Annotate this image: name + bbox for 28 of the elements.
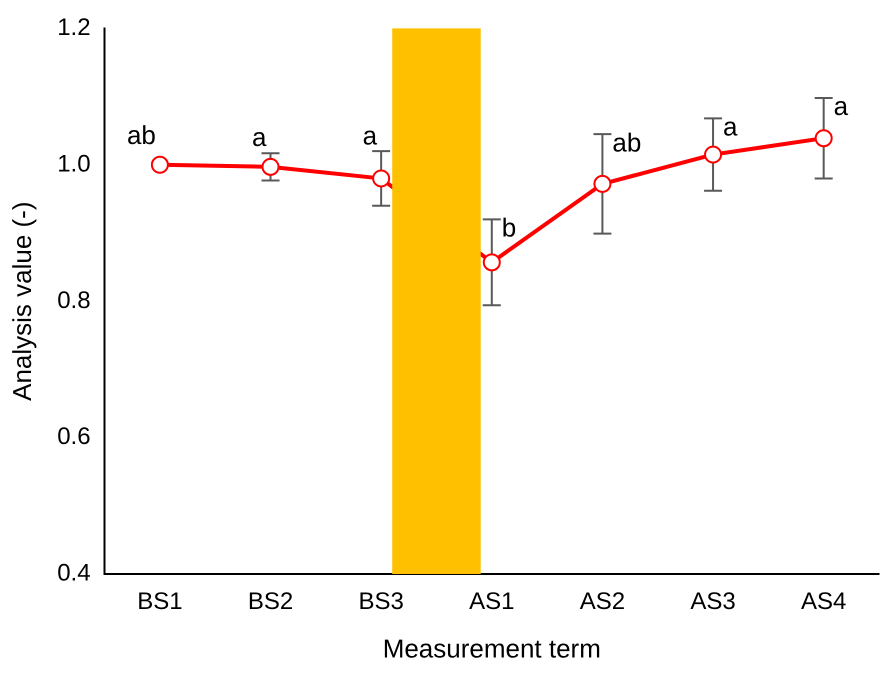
x-axis-title: Measurement term: [382, 634, 601, 664]
annotation: ab: [126, 120, 156, 150]
annotation: a: [723, 112, 738, 142]
annotation: a: [362, 120, 378, 150]
y-axis-title: Analysis value (-): [6, 201, 37, 401]
y-tick-label: 1.2: [57, 14, 91, 42]
y-tick-label: 0.6: [57, 423, 91, 450]
point: [262, 158, 280, 176]
annotation: a: [252, 122, 268, 152]
point: [593, 174, 612, 193]
x-tick-label: AS3: [690, 588, 736, 616]
annotation: a: [834, 91, 849, 122]
annotation: ab: [612, 127, 642, 158]
x-tick-label: BS1: [137, 588, 183, 616]
y-tick-label: 1.0: [57, 150, 91, 178]
y-tick-label: 0.4: [57, 560, 91, 587]
y-tick-label: 0.8: [57, 286, 91, 314]
x-tick-label: BS2: [248, 588, 294, 616]
x-tick-label: AS1: [469, 588, 514, 616]
point: [482, 253, 501, 272]
point: [704, 146, 722, 164]
point: [150, 156, 169, 174]
annotation: b: [502, 212, 516, 243]
x-tick-label: AS4: [800, 588, 846, 616]
point: [372, 169, 390, 188]
point: [814, 129, 833, 148]
x-tick-label: BS3: [358, 588, 404, 616]
x-tick-label: AS2: [580, 588, 626, 616]
